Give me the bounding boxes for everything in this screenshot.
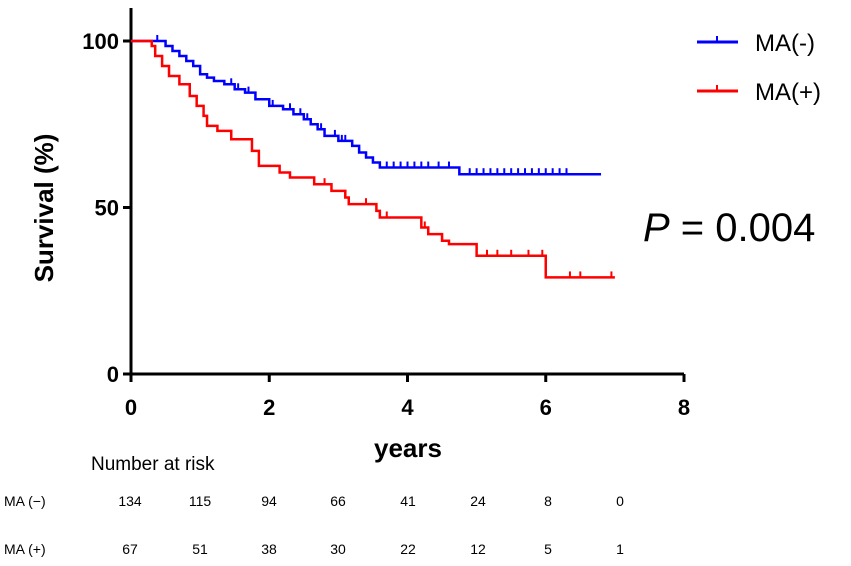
p-value-annotation: P = 0.004 <box>643 206 815 250</box>
risk-cell-value: 5 <box>544 541 552 557</box>
survival-curve-ma-neg <box>131 39 602 176</box>
y-axis-title: Survival (%) <box>29 134 59 283</box>
risk-cell-value: 134 <box>118 493 142 509</box>
p-value-text: = 0.004 <box>670 206 816 250</box>
x-axis-title: years <box>374 433 442 463</box>
risk-cell-value: 66 <box>330 493 346 509</box>
risk-cell-value: 12 <box>470 541 486 557</box>
risk-cell-value: 22 <box>400 541 416 557</box>
risk-cell-value: 94 <box>261 493 277 509</box>
x-tick-label: 2 <box>263 395 275 420</box>
legend-label-ma-neg: MA(-) <box>755 30 815 57</box>
series-layer <box>131 35 615 279</box>
risk-cell-value: 30 <box>330 541 346 557</box>
axes: 0 50 100 0 2 4 6 8 <box>82 8 690 420</box>
legend-label-ma-pos: MA(+) <box>755 79 821 106</box>
x-tick-label: 0 <box>125 395 137 420</box>
risk-cell-value: 41 <box>400 493 416 509</box>
x-tick-label: 6 <box>540 395 552 420</box>
risk-table-title: Number at risk <box>91 454 215 475</box>
risk-cell-value: 0 <box>616 493 624 509</box>
risk-cell-value: 67 <box>122 541 138 557</box>
x-tick-label: 4 <box>401 395 414 420</box>
y-tick-label: 0 <box>107 362 119 387</box>
risk-cell-value: 24 <box>470 493 486 509</box>
y-tick-label: 100 <box>82 29 119 54</box>
legend: MA(-) MA(+) <box>697 30 821 106</box>
risk-cell-value: 8 <box>544 493 552 509</box>
risk-cell-value: 1 <box>616 541 624 557</box>
risk-table: MA (−) 134 115 94 66 41 24 8 0MA (+) 67 51 38 30 22 12… <box>4 493 624 557</box>
risk-cell-value: 51 <box>192 541 208 557</box>
risk-cell-value: 38 <box>261 541 277 557</box>
y-tick-label: 50 <box>95 196 119 221</box>
risk-row-label: MA (+) <box>4 541 46 557</box>
survival-curve-ma-pos <box>131 39 615 279</box>
x-tick-label: 8 <box>678 395 690 420</box>
p-value-symbol: P <box>643 206 670 250</box>
risk-row-label: MA (−) <box>4 493 46 509</box>
risk-cell-value: 115 <box>189 493 212 509</box>
